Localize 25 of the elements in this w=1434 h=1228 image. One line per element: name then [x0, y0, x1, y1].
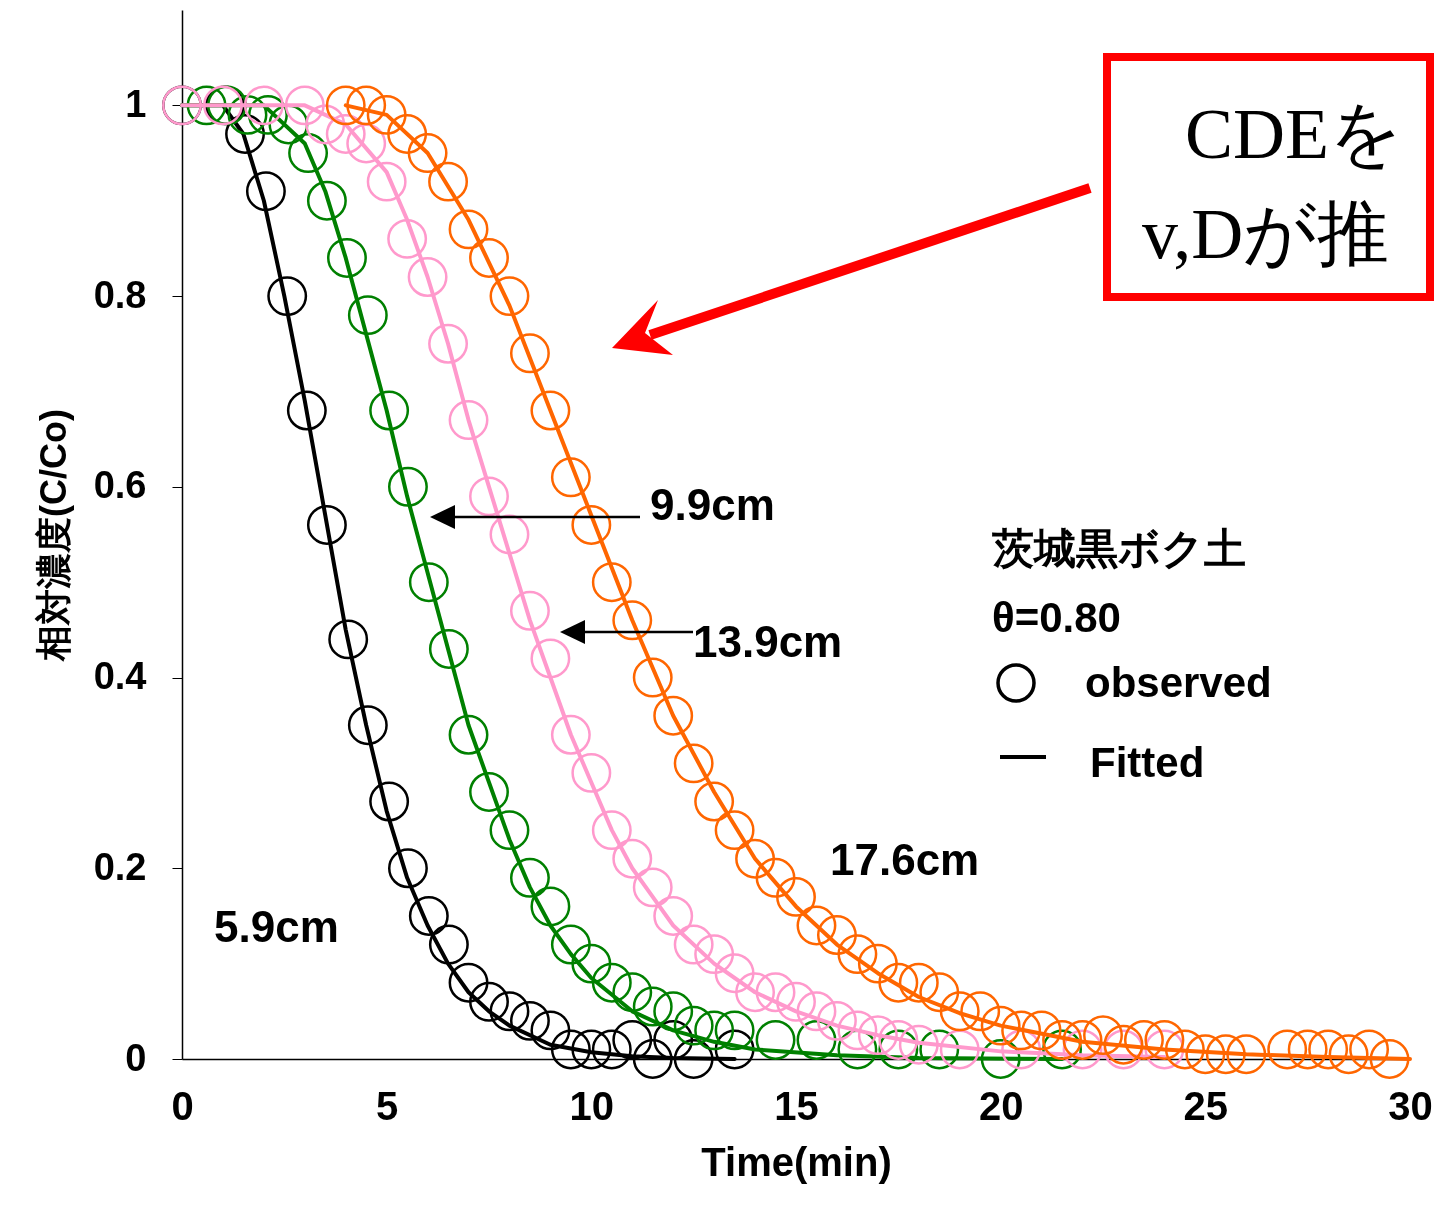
x-tick-label: 0 [171, 1083, 194, 1128]
y-tick-label: 0.2 [93, 845, 147, 888]
annotation: 13.9cm [693, 617, 843, 666]
annotation: 5.9cm [214, 902, 339, 951]
x-tick-label: 5 [376, 1083, 399, 1128]
annotation: 茨城黒ボク土 [992, 525, 1246, 572]
annotation: 9.9cm [650, 480, 775, 529]
annotation: Fitted [1090, 739, 1205, 786]
annotation: θ=0.80 [992, 594, 1121, 641]
x-tick-label: 30 [1388, 1083, 1433, 1128]
x-tick-label: 10 [569, 1083, 615, 1128]
annotation: CDEを [1185, 94, 1403, 174]
annotation: observed [1085, 659, 1272, 706]
y-tick-label: 0.8 [93, 273, 147, 316]
y-tick-label: 0.4 [93, 655, 147, 698]
annotation: v,Dが推 [1142, 194, 1390, 274]
x-tick-label: 15 [774, 1083, 819, 1128]
y-tick-label: 1 [125, 82, 147, 125]
y-tick-label: 0.6 [93, 464, 147, 507]
x-tick-label: 20 [978, 1083, 1024, 1128]
x-tick-label: 25 [1183, 1083, 1229, 1128]
annotation: 17.6cm [830, 835, 980, 884]
y-axis-title: 相対濃度(C/Co) [32, 409, 74, 662]
y-tick-label: 0 [125, 1036, 147, 1079]
x-axis-title: Time(min) [701, 1139, 892, 1184]
